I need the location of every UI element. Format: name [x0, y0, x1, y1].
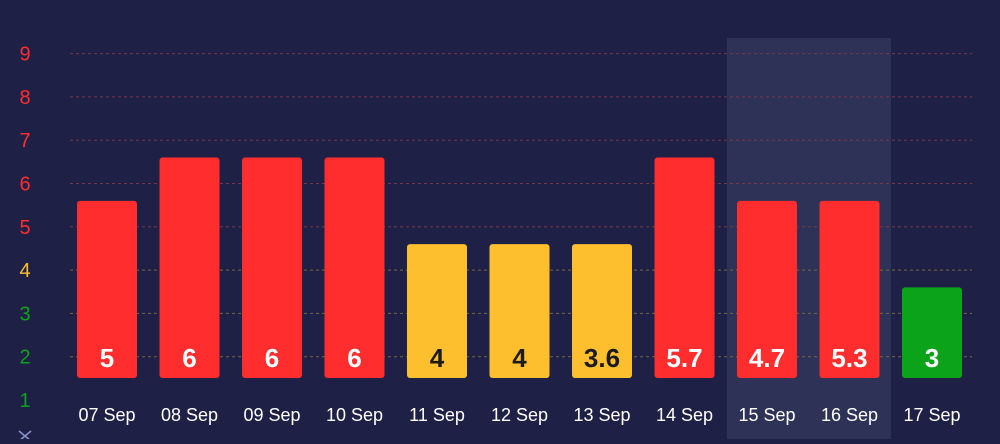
bar-13-sep [572, 244, 632, 378]
x-tick-14-sep: 14 Sep [656, 405, 713, 425]
x-tick-09-sep: 09 Sep [243, 405, 300, 425]
y-tick-3: 3 [19, 303, 30, 325]
x-tick-12-sep: 12 Sep [491, 405, 548, 425]
bar-08-sep [159, 157, 220, 378]
bar-10-sep [324, 157, 385, 378]
value-label-17-sep: 3 [925, 343, 939, 373]
bar-16-sep [819, 200, 880, 378]
value-label-08-sep: 6 [182, 343, 196, 373]
value-label-07-sep: 5 [100, 343, 114, 373]
y-tick-6: 6 [19, 174, 30, 196]
value-label-11-sep: 4 [430, 343, 445, 373]
bar-07-sep [77, 200, 137, 378]
value-label-16-sep: 5.3 [831, 343, 867, 373]
y-tick-7: 7 [19, 130, 30, 152]
value-label-14-sep: 5.7 [666, 343, 702, 373]
bar-15-sep [737, 200, 797, 378]
value-label-13-sep: 3.6 [584, 343, 620, 373]
x-tick-10-sep: 10 Sep [326, 405, 383, 425]
close-icon [18, 430, 32, 442]
y-tick-4: 4 [19, 260, 30, 282]
bar-17-sep [902, 287, 962, 378]
x-tick-15-sep: 15 Sep [738, 405, 795, 425]
x-tick-08-sep: 08 Sep [161, 405, 218, 425]
y-tick-1: 1 [19, 390, 30, 412]
bar-12-sep [489, 244, 550, 378]
y-tick-9: 9 [19, 44, 30, 66]
bar-14-sep [654, 157, 715, 378]
value-label-12-sep: 4 [512, 343, 527, 373]
bar-11-sep [407, 244, 467, 378]
x-tick-16-sep: 16 Sep [821, 405, 878, 425]
y-tick-8: 8 [19, 87, 30, 109]
x-tick-07-sep: 07 Sep [78, 405, 135, 425]
value-label-09-sep: 6 [265, 343, 279, 373]
x-tick-13-sep: 13 Sep [573, 405, 630, 425]
y-tick-5: 5 [19, 217, 30, 239]
x-tick-17-sep: 17 Sep [903, 405, 960, 425]
value-label-15-sep: 4.7 [749, 343, 785, 373]
y-tick-2: 2 [19, 347, 30, 369]
value-label-10-sep: 6 [347, 343, 361, 373]
bar-09-sep [242, 157, 302, 378]
x-tick-11-sep: 11 Sep [409, 405, 465, 425]
